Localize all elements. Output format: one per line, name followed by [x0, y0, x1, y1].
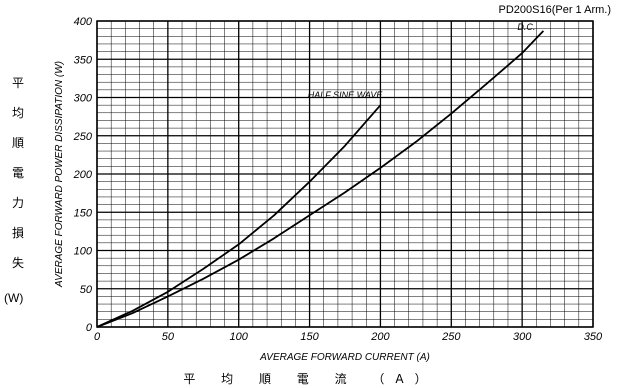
- y-axis-unit-label: (W): [4, 291, 24, 305]
- x-tick-label: 250: [441, 331, 461, 343]
- y-axis-label-cjk-char: 均: [11, 106, 24, 120]
- y-axis-label-cjk-char: 順: [11, 136, 24, 150]
- y-tick-label: 150: [74, 207, 93, 219]
- y-axis-label-cjk-char: 平: [11, 76, 24, 90]
- series-line: [96, 104, 382, 328]
- model-label: PD200S16(Per 1 Arm.): [498, 4, 612, 16]
- x-tick-label: 300: [513, 331, 532, 343]
- y-tick-label: 200: [73, 169, 93, 181]
- y-tick-label: 300: [74, 93, 93, 105]
- x-tick-label: 0: [94, 331, 101, 343]
- y-tick-label: 100: [74, 246, 93, 258]
- y-axis-label-cjk-char: 失: [11, 256, 24, 270]
- y-axis-label-cjk-char: 電: [11, 166, 24, 180]
- plot-frame: [96, 20, 594, 328]
- series-labels: HALF SINE WAVE D.C.: [308, 22, 536, 100]
- y-axis-label: AVERAGE FORWARD POWER DISSIPATION (W): [54, 61, 65, 288]
- y-tick-label: 50: [80, 284, 93, 296]
- tick-labels: 0 50 100 150 200 250 300 350 0 50 100 150 200 250 300 3…: [73, 16, 603, 343]
- grid-major: [96, 20, 594, 328]
- y-tick-label: 0: [86, 322, 93, 334]
- x-axis-label: AVERAGE FORWARD CURRENT (A): [259, 352, 430, 363]
- y-tick-label: 250: [73, 131, 93, 143]
- y-axis-label-cjk-char: 損: [11, 226, 24, 240]
- x-tick-label: 50: [162, 331, 175, 343]
- series-line: [96, 30, 545, 328]
- series-group: [96, 30, 545, 328]
- x-tick-label: 100: [230, 331, 249, 343]
- x-axis-label-cjk: 平 均 順 電 流 （A）: [183, 372, 438, 386]
- series-label: D.C.: [517, 22, 535, 32]
- y-axis-label-cjk: 平 均 順 電 力 損 失: [8, 68, 28, 278]
- x-tick-label: 150: [300, 331, 319, 343]
- series-label: HALF SINE WAVE: [308, 90, 384, 100]
- y-tick-label: 350: [74, 54, 93, 66]
- y-tick-label: 400: [74, 16, 93, 28]
- x-tick-label: 200: [370, 331, 390, 343]
- x-tick-label: 350: [584, 331, 603, 343]
- y-axis-label-cjk-char: 力: [11, 196, 24, 210]
